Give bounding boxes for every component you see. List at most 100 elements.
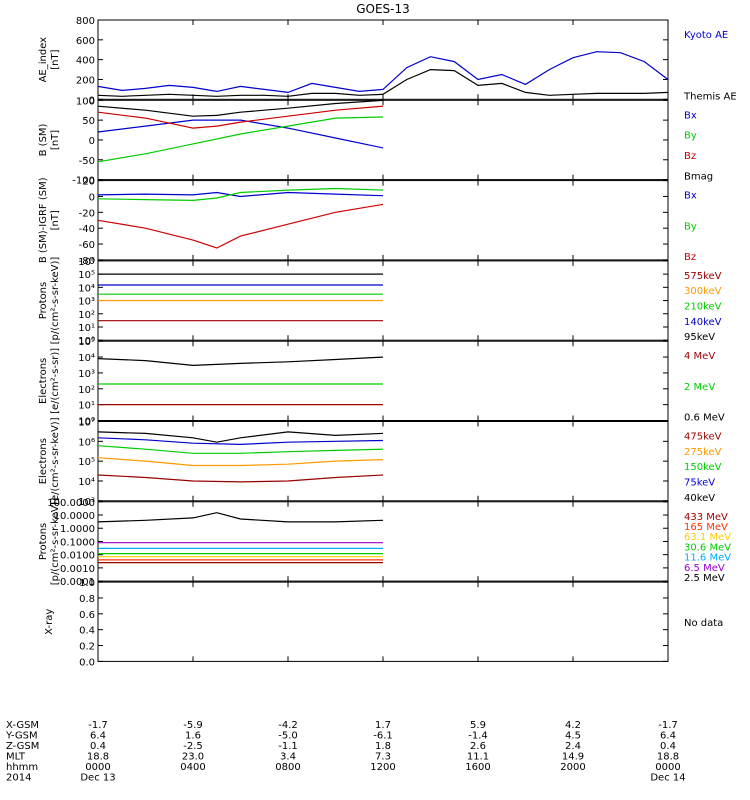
legend-entry: Kyoto AE — [684, 30, 728, 41]
panel-frame — [97, 340, 669, 422]
ephemeris-value: 7.3 — [375, 752, 391, 763]
ephemeris-value: 5.9 — [470, 720, 486, 731]
y-tick-label: 0.0001 — [60, 577, 95, 588]
date-label-start: Dec 13 — [80, 773, 115, 784]
y-tick-label: 10⁵ — [78, 457, 95, 468]
y-axis-label: [nT] — [50, 130, 61, 150]
y-tick-label: -60 — [79, 240, 95, 251]
ephemeris-value: -1.4 — [468, 731, 488, 742]
legend-entry: By — [684, 221, 697, 232]
ephemeris-value: 1.7 — [375, 720, 391, 731]
ephemeris-value: 6.4 — [90, 731, 106, 742]
y-tick-label: 0.0010 — [60, 564, 95, 575]
series-line-2-5-mev — [97, 512, 384, 523]
no-data-note: No data — [684, 618, 723, 629]
y-axis-label: Electrons — [38, 358, 49, 404]
panel-xray: 0.0 0.2 0.4 0.6 0.8 1.0 X-ray No data — [44, 578, 723, 668]
series-line-by — [97, 187, 384, 202]
series-line-kyoto-ae — [97, 51, 669, 94]
series-line-475kev — [97, 474, 384, 483]
panel-b_sm: -100 -50 0 50 100 B (SM) [nT] Bx By Bz Bmag — [38, 96, 713, 186]
y-tick-label: 0 — [89, 136, 95, 147]
y-axis-label: Electrons — [38, 438, 49, 484]
y-tick-label: 10² — [78, 385, 95, 396]
y-tick-label: 10¹ — [78, 323, 95, 334]
y-tick-label: 0.2 — [79, 642, 95, 653]
legend-entry: 300keV — [684, 286, 722, 297]
y-tick-label: 400 — [76, 56, 95, 67]
y-tick-label: 0 — [89, 192, 95, 203]
legend-entry: Bmag — [684, 172, 713, 183]
legend-entry: 6.5 MeV — [684, 563, 725, 574]
legend-entry: Bx — [684, 191, 697, 202]
y-tick-label: 10² — [78, 310, 95, 321]
y-axis-label: B (SM) — [38, 123, 49, 156]
date-label-end: Dec 14 — [650, 773, 685, 784]
y-tick-label: 0.6 — [79, 610, 95, 621]
y-tick-label: -20 — [79, 208, 95, 219]
y-tick-label: 0 — [89, 95, 95, 106]
y-tick-label: 10⁴ — [78, 283, 95, 294]
y-axis-label: [nT] — [50, 210, 61, 230]
ephemeris-value: 0400 — [180, 762, 205, 773]
series-line-bmag — [97, 99, 384, 117]
legend-entry: 433 MeV — [684, 512, 728, 523]
legend-entry: 575keV — [684, 271, 722, 282]
y-tick-label: -50 — [79, 156, 95, 167]
legend-entry: 75keV — [684, 477, 715, 488]
y-tick-label: 10⁶ — [78, 437, 95, 448]
y-tick-label: 10⁷ — [78, 418, 95, 429]
series-line-150kev — [97, 445, 384, 454]
panel-frame — [97, 180, 669, 261]
y-tick-label: 1.0 — [79, 578, 95, 589]
y-tick-label: 10³ — [78, 297, 95, 308]
y-axis-label: B (SM)-IGRF (SM) — [38, 177, 49, 263]
ephemeris-value: -1.7 — [88, 720, 108, 731]
ephemeris-value: 0000 — [85, 762, 110, 773]
y-axis-label: Protons — [38, 523, 49, 560]
panel-ae: 0 200 400 600 800 AE_index [nT] Kyoto AE Themis … — [38, 16, 737, 106]
legend-entry: 2.5 MeV — [684, 573, 725, 584]
ephemeris-row-label: 2014 — [6, 773, 31, 784]
y-tick-label: 10⁵ — [78, 337, 95, 348]
ephemeris-value: 0000 — [655, 762, 680, 773]
ephemeris-value: -1.1 — [278, 741, 298, 752]
y-tick-label: 10⁴ — [78, 477, 95, 488]
y-tick-label: 10⁰ — [78, 417, 95, 428]
y-tick-label: 1.0000 — [60, 524, 95, 535]
y-tick-label: 50 — [82, 116, 95, 127]
y-tick-label: 0.8 — [79, 594, 95, 605]
y-tick-label: 0.1000 — [60, 537, 95, 548]
y-axis-label: [p/(cm²-s-sr-keV)] — [50, 257, 61, 345]
series-line-bz — [97, 203, 384, 249]
y-tick-label: 10⁵ — [78, 270, 95, 281]
ephemeris-row-label: Y-GSM — [5, 731, 38, 742]
legend-entry: 165 MeV — [684, 522, 728, 533]
ephemeris-value: 0.4 — [90, 741, 106, 752]
panel-b_igrf: -80 -60 -40 -20 0 20 B (SM)-IGRF (SM) [nT] Bx By B… — [38, 177, 697, 267]
legend-entry: 95keV — [684, 332, 715, 343]
y-tick-label: -80 — [79, 256, 95, 267]
legend-entry: 40keV — [684, 493, 715, 504]
panel-frame — [97, 581, 669, 662]
ephemeris-value: 0.4 — [660, 741, 676, 752]
y-axis-label: [e/(cm²-s-sr)] — [50, 348, 61, 414]
ephemeris-value: 18.8 — [87, 752, 109, 763]
legend-entry: 150keV — [684, 462, 722, 473]
ephemeris-value: 0800 — [275, 762, 300, 773]
y-axis-label: AE_index — [38, 37, 49, 83]
series-line-bx — [97, 119, 384, 149]
ephemeris-row-label: X-GSM — [6, 720, 39, 731]
panel-electrons_low: 10³ 10⁴ 10⁵ 10⁶ 10⁷ Electrons [e/(cm²-s-sr-keV… — [38, 417, 722, 508]
y-axis-label: [p/(cm²-s-sr-keV)] — [50, 497, 61, 585]
legend-entry: 0.6 MeV — [684, 413, 725, 424]
panel-electrons_high: 10⁰ 10¹ 10² 10³ 10⁴ 10⁵ Electrons [e/(cm²-s-sr)… — [38, 337, 725, 427]
panel-frame — [97, 421, 669, 502]
legend-entry: 2 MeV — [684, 382, 715, 393]
ephemeris-value: -1.7 — [658, 720, 678, 731]
ephemeris-value: 1.8 — [375, 741, 391, 752]
ephemeris-row-label: Z-GSM — [6, 741, 39, 752]
ephemeris-value: -5.9 — [183, 720, 203, 731]
series-line-275kev — [97, 457, 384, 467]
